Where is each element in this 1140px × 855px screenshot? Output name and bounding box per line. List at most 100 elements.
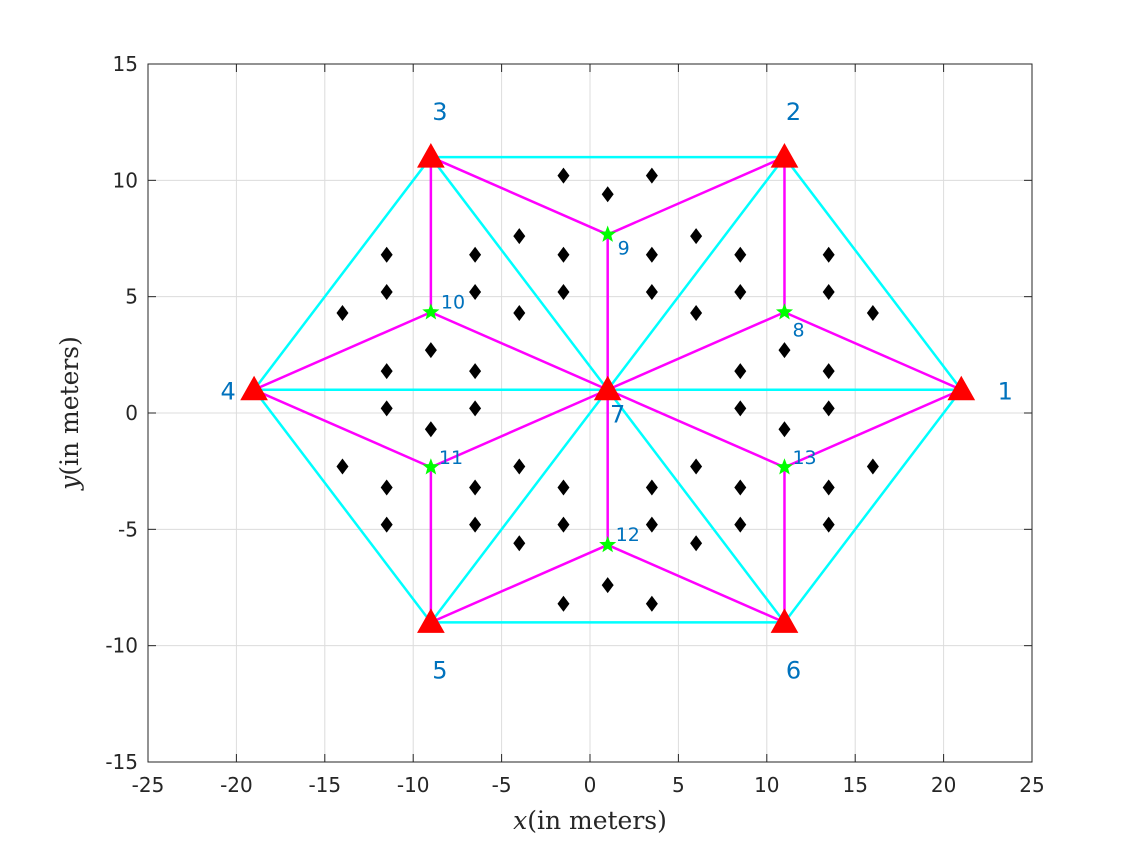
star-marker — [775, 458, 794, 475]
diamond-marker — [513, 228, 526, 245]
y-axis-label: y(in meters) — [55, 336, 84, 491]
diamond-marker — [690, 535, 703, 552]
anchor-label: 1 — [998, 378, 1013, 406]
diamond-marker — [380, 284, 393, 301]
diamond-marker — [469, 246, 482, 263]
star-marker — [599, 535, 617, 553]
hexagon-edge — [253, 156, 432, 391]
diamond-marker — [380, 246, 393, 263]
hexagon-edge — [429, 388, 609, 624]
diamond-markers — [336, 167, 879, 612]
diamond-marker — [734, 284, 747, 301]
diamond-marker — [645, 516, 658, 533]
x-tick-label: 0 — [584, 773, 597, 797]
y-tick-label: 15 — [113, 52, 138, 76]
star-label: 8 — [792, 319, 804, 341]
diamond-marker — [469, 400, 482, 417]
y-tick-label: -10 — [105, 634, 138, 658]
link-edge — [430, 155, 609, 236]
star-marker — [775, 303, 794, 320]
star-label: 12 — [616, 524, 640, 546]
x-axis-label: x(in meters) — [513, 806, 667, 835]
link-edge — [607, 543, 785, 624]
diamond-marker — [645, 167, 658, 184]
star-label: 13 — [792, 447, 816, 469]
link-edge — [607, 155, 785, 236]
hexagon-edge — [783, 388, 963, 624]
y-tick-label: 0 — [125, 401, 138, 425]
x-tick-label: 20 — [931, 773, 956, 797]
diamond-marker — [601, 186, 614, 203]
diamond-marker — [778, 421, 791, 438]
diamond-marker — [690, 228, 703, 245]
link-edge — [253, 388, 432, 469]
diamond-marker — [424, 421, 437, 438]
diamond-marker — [645, 246, 658, 263]
diamond-marker — [645, 479, 658, 496]
diamond-marker — [822, 400, 835, 417]
x-tick-label: -5 — [492, 773, 512, 797]
diamond-marker — [822, 363, 835, 380]
x-tick-label: -15 — [308, 773, 341, 797]
diamond-marker — [380, 516, 393, 533]
diamond-marker — [822, 284, 835, 301]
link-edges — [253, 155, 962, 624]
x-tick-label: -25 — [132, 773, 165, 797]
diamond-marker — [469, 479, 482, 496]
x-tick-label: 25 — [1019, 773, 1044, 797]
x-tick-label: 10 — [754, 773, 779, 797]
diamond-marker — [336, 458, 349, 475]
diamond-marker — [424, 342, 437, 359]
anchor-label: 5 — [432, 656, 447, 684]
anchor-marker — [947, 375, 976, 401]
anchor-label: 3 — [432, 98, 447, 126]
diamond-marker — [380, 400, 393, 417]
anchor-label: 2 — [786, 98, 801, 126]
y-tick-label: -5 — [118, 517, 138, 541]
diamond-marker — [822, 479, 835, 496]
diamond-marker — [380, 363, 393, 380]
diamond-marker — [645, 284, 658, 301]
diamond-marker — [778, 342, 791, 359]
x-tick-label: -20 — [220, 773, 253, 797]
y-tick-label: 5 — [125, 285, 138, 309]
anchor-label: 4 — [220, 378, 235, 406]
link-edge — [607, 311, 785, 391]
link-edge — [430, 311, 609, 391]
link-edge — [783, 311, 962, 391]
hexagon-edge — [429, 156, 609, 391]
diamond-marker — [557, 479, 570, 496]
diamond-marker — [557, 516, 570, 533]
diamond-marker — [734, 516, 747, 533]
diamond-marker — [866, 458, 879, 475]
hexagon-edges — [253, 155, 963, 624]
diamond-marker — [866, 304, 879, 321]
anchor-marker — [770, 143, 799, 168]
star-label: 11 — [439, 447, 463, 469]
anchor-marker — [417, 143, 445, 168]
diamond-marker — [734, 363, 747, 380]
star-label: 10 — [441, 291, 465, 313]
diamond-marker — [513, 535, 526, 552]
anchor-marker — [770, 608, 799, 633]
hexagon-edge — [606, 156, 786, 391]
link-edge — [430, 388, 609, 469]
diamond-marker — [513, 304, 526, 321]
anchor-label: 7 — [610, 401, 625, 429]
anchor-marker — [593, 375, 622, 401]
diamond-marker — [734, 246, 747, 263]
diamond-marker — [601, 577, 614, 594]
diamond-marker — [645, 595, 658, 612]
diamond-marker — [469, 516, 482, 533]
link-edge — [607, 388, 785, 469]
diamond-marker — [557, 284, 570, 301]
anchor-marker — [240, 375, 268, 401]
hexagon-edge — [253, 388, 432, 624]
diamond-marker — [557, 167, 570, 184]
diamond-marker — [822, 246, 835, 263]
link-edge — [783, 388, 962, 469]
y-tick-label: 10 — [113, 168, 138, 192]
